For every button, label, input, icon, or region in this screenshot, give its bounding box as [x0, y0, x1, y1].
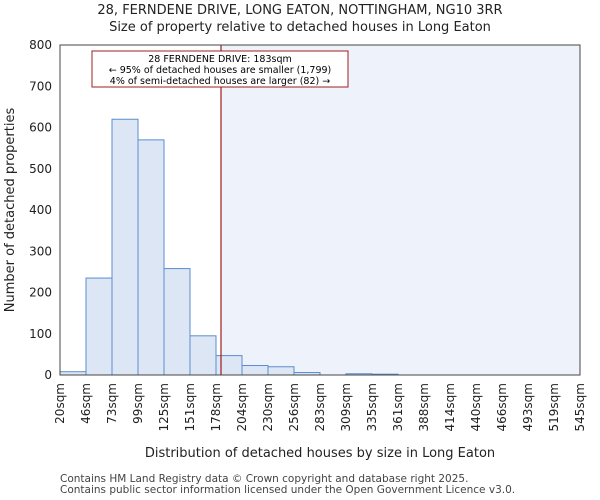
x-tick-label: 335sqm: [365, 383, 379, 431]
larger-region-highlight: [221, 45, 580, 375]
x-tick-label: 309sqm: [339, 383, 353, 431]
x-axis-label: Distribution of detached houses by size …: [145, 446, 495, 461]
histogram-bar: [189, 335, 217, 376]
y-tick-label: 700: [29, 79, 52, 93]
x-tick-label: 519sqm: [547, 383, 561, 431]
histogram-bar: [241, 365, 269, 376]
x-tick-label: 361sqm: [391, 383, 405, 431]
x-tick-label: 46sqm: [79, 383, 93, 424]
annotation-frame: [91, 50, 349, 88]
y-tick-label: 100: [29, 327, 52, 341]
y-axis-label: Number of detached properties: [3, 108, 18, 313]
annotation-line3: 4% of semi-detached houses are larger (8…: [110, 76, 330, 87]
x-tick-label: 256sqm: [287, 383, 301, 431]
histogram-bar: [137, 139, 165, 376]
y-tick-label: 300: [29, 244, 52, 258]
x-tick-label: 466sqm: [495, 383, 509, 431]
plot-frame: [59, 44, 581, 376]
y-tick-label: 800: [29, 38, 52, 52]
y-tick-label: 0: [44, 368, 52, 382]
x-tick-label: 99sqm: [131, 383, 145, 424]
histogram-bar: [111, 118, 139, 376]
footer-licence: Contains public sector information licen…: [60, 484, 516, 496]
x-tick-label: 73sqm: [105, 383, 119, 424]
histogram-chart: 0 100 200 300 400 500 600 700 800 20sqm 46sqm 73sq…: [3, 38, 587, 461]
annotation-line1: 28 FERNDENE DRIVE: 183sqm: [148, 54, 292, 65]
chart-title-line1: 28, FERNDENE DRIVE, LONG EATON, NOTTINGH…: [97, 3, 503, 18]
histogram-bar: [215, 355, 243, 376]
y-tick-label: 500: [29, 162, 52, 176]
x-tick-label: 230sqm: [261, 383, 275, 431]
x-tick-label: 493sqm: [521, 383, 535, 431]
annotation-line2: ← 95% of detached houses are smaller (1,…: [109, 65, 332, 76]
x-tick-label: 178sqm: [209, 383, 223, 431]
x-tick-label: 20sqm: [53, 383, 67, 424]
y-tick-label: 600: [29, 121, 52, 135]
histogram-bar: [85, 277, 113, 376]
x-tick-label: 545sqm: [573, 383, 587, 431]
chart-title-line2: Size of property relative to detached ho…: [109, 20, 491, 35]
x-tick-label: 125sqm: [157, 383, 171, 431]
y-tick-label: 400: [29, 203, 52, 217]
histogram-bar: [163, 268, 191, 376]
x-tick-label: 151sqm: [183, 383, 197, 431]
annotation-box: 28 FERNDENE DRIVE: 183sqm ← 95% of detac…: [91, 50, 349, 88]
x-tick-label: 388sqm: [417, 383, 431, 431]
x-tick-label: 440sqm: [469, 383, 483, 431]
y-tick-label: 200: [29, 286, 52, 300]
x-tick-label: 414sqm: [443, 383, 457, 431]
footer-copyright: Contains HM Land Registry data © Crown c…: [60, 473, 469, 485]
histogram-bar: [267, 366, 295, 376]
x-tick-label: 204sqm: [235, 383, 249, 431]
x-tick-label: 283sqm: [313, 383, 327, 431]
